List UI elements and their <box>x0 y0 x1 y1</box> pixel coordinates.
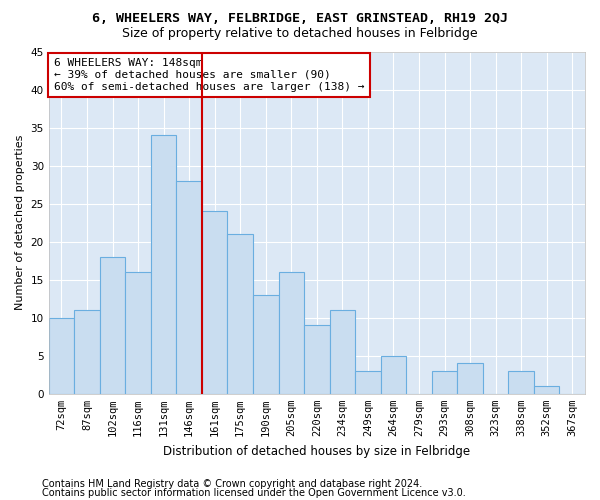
Bar <box>508 371 534 394</box>
Text: 6 WHEELERS WAY: 148sqm
← 39% of detached houses are smaller (90)
60% of semi-det: 6 WHEELERS WAY: 148sqm ← 39% of detached… <box>54 58 365 92</box>
Bar <box>49 318 74 394</box>
Bar <box>355 371 380 394</box>
Text: Contains public sector information licensed under the Open Government Licence v3: Contains public sector information licen… <box>42 488 466 498</box>
Bar <box>74 310 100 394</box>
Bar <box>227 234 253 394</box>
Bar <box>125 272 151 394</box>
Text: Size of property relative to detached houses in Felbridge: Size of property relative to detached ho… <box>122 28 478 40</box>
Bar <box>432 371 457 394</box>
X-axis label: Distribution of detached houses by size in Felbridge: Distribution of detached houses by size … <box>163 444 470 458</box>
Bar <box>457 364 483 394</box>
Bar <box>329 310 355 394</box>
Bar <box>253 295 278 394</box>
Bar <box>151 135 176 394</box>
Bar <box>278 272 304 394</box>
Bar <box>202 211 227 394</box>
Text: Contains HM Land Registry data © Crown copyright and database right 2024.: Contains HM Land Registry data © Crown c… <box>42 479 422 489</box>
Text: 6, WHEELERS WAY, FELBRIDGE, EAST GRINSTEAD, RH19 2QJ: 6, WHEELERS WAY, FELBRIDGE, EAST GRINSTE… <box>92 12 508 26</box>
Bar <box>380 356 406 394</box>
Y-axis label: Number of detached properties: Number of detached properties <box>15 135 25 310</box>
Bar <box>304 326 329 394</box>
Bar <box>534 386 559 394</box>
Bar <box>176 181 202 394</box>
Bar <box>100 257 125 394</box>
